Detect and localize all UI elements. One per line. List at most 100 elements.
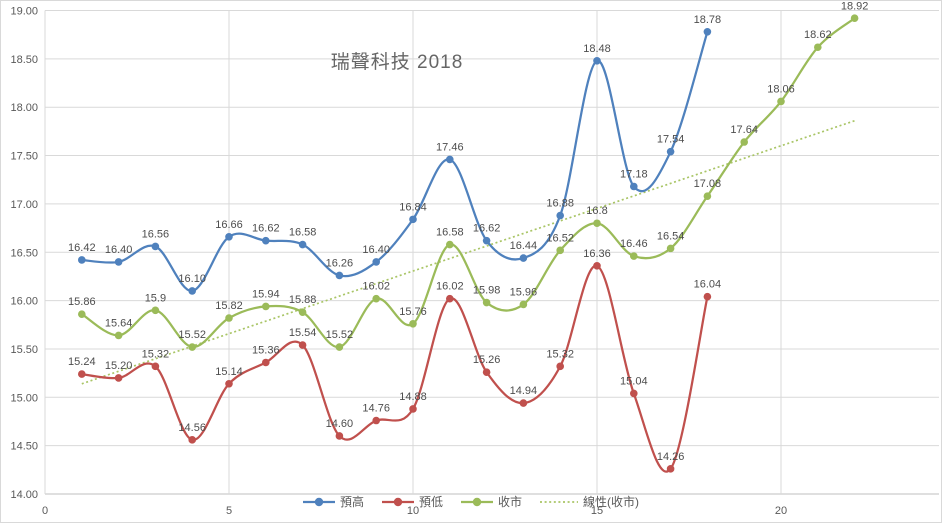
svg-text:17.18: 17.18	[620, 168, 648, 180]
data-point-marker	[593, 219, 601, 228]
svg-text:0: 0	[42, 505, 48, 517]
legend-item-trend: 線性(收市)	[540, 493, 639, 510]
svg-text:15.9: 15.9	[145, 292, 166, 304]
data-point-marker	[703, 192, 712, 200]
data-point-marker	[814, 43, 822, 52]
axis-labels: 19.00 18.50 18.00 17.50 17.00 16.50 16.00 15.50…	[10, 6, 787, 518]
svg-text:16.10: 16.10	[178, 273, 206, 285]
svg-text:16.58: 16.58	[289, 227, 317, 239]
svg-text:16.40: 16.40	[105, 244, 133, 256]
data-point-marker	[298, 240, 307, 249]
data-point-marker	[298, 341, 307, 349]
svg-text:14.94: 14.94	[510, 385, 538, 397]
svg-text:16.62: 16.62	[473, 223, 501, 235]
svg-text:15.82: 15.82	[215, 300, 243, 312]
data-point-marker	[114, 374, 123, 382]
svg-text:14.76: 14.76	[362, 403, 390, 415]
data-point-marker	[151, 306, 160, 315]
data-point-marker	[630, 252, 638, 260]
data-point-marker	[298, 308, 307, 317]
data-point-marker	[409, 405, 417, 413]
svg-text:15.54: 15.54	[289, 327, 317, 339]
data-point-marker	[262, 236, 270, 245]
svg-text:15.94: 15.94	[252, 288, 280, 300]
data-point-marker	[188, 287, 196, 295]
data-point-marker	[446, 294, 454, 303]
svg-text:16.44: 16.44	[510, 240, 538, 252]
gridlines	[44, 10, 939, 495]
line-marker-icon	[302, 496, 335, 508]
svg-text:15.50: 15.50	[10, 344, 38, 356]
svg-text:17.54: 17.54	[657, 134, 685, 146]
data-point-marker	[593, 261, 601, 270]
svg-text:18.06: 18.06	[767, 83, 795, 95]
data-point-marker	[630, 389, 638, 398]
svg-text:15.26: 15.26	[473, 354, 501, 366]
legend-label-high: 預高	[339, 495, 364, 509]
svg-text:16.52: 16.52	[546, 232, 574, 244]
svg-text:20: 20	[775, 505, 787, 517]
svg-text:16.36: 16.36	[583, 248, 611, 260]
svg-text:15.64: 15.64	[105, 317, 133, 329]
svg-text:15.32: 15.32	[142, 348, 170, 360]
svg-text:15.88: 15.88	[289, 294, 317, 306]
svg-text:5: 5	[226, 505, 232, 517]
dotted-line-icon	[540, 496, 579, 508]
data-point-marker	[188, 343, 196, 351]
svg-text:17.00: 17.00	[10, 199, 38, 211]
svg-text:16.88: 16.88	[546, 198, 574, 210]
svg-text:16.58: 16.58	[436, 227, 464, 239]
data-point-marker	[777, 97, 785, 106]
data-point-marker	[151, 362, 160, 371]
data-point-marker	[593, 56, 601, 65]
svg-text:18.62: 18.62	[804, 29, 832, 41]
data-point-marker	[409, 215, 417, 224]
data-point-marker	[372, 258, 381, 266]
svg-text:18.48: 18.48	[583, 43, 611, 55]
svg-text:15.36: 15.36	[252, 344, 280, 356]
legend-label-low: 預低	[418, 495, 443, 509]
svg-text:18.78: 18.78	[694, 14, 722, 26]
data-point-marker	[114, 331, 123, 340]
data-point-marker	[262, 358, 270, 367]
data-point-marker	[262, 302, 270, 311]
data-point-marker	[556, 362, 564, 371]
svg-text:15.04: 15.04	[620, 375, 648, 387]
svg-text:16.50: 16.50	[10, 247, 38, 259]
legend-item-low: 預低	[381, 493, 443, 510]
data-point-marker	[482, 368, 491, 376]
data-point-marker	[225, 232, 233, 241]
svg-text:16.8: 16.8	[586, 205, 607, 217]
svg-text:16.46: 16.46	[620, 238, 648, 250]
svg-text:16.62: 16.62	[252, 223, 280, 235]
data-point-marker	[519, 300, 528, 309]
svg-text:14.00: 14.00	[10, 489, 38, 501]
data-point-marker	[78, 256, 86, 264]
svg-text:16.54: 16.54	[657, 230, 685, 242]
svg-text:15.96: 15.96	[510, 286, 538, 298]
svg-text:14.56: 14.56	[178, 422, 206, 434]
data-point-marker	[666, 147, 675, 156]
series-預低	[78, 261, 712, 473]
series-預高	[78, 27, 712, 295]
svg-text:18.50: 18.50	[10, 54, 38, 66]
svg-text:16.42: 16.42	[68, 242, 96, 254]
data-point-marker	[703, 292, 712, 301]
data-point-marker	[335, 271, 344, 280]
data-point-marker	[335, 343, 344, 351]
data-point-marker	[188, 436, 196, 444]
svg-text:10: 10	[407, 505, 419, 517]
data-point-marker	[78, 310, 86, 318]
svg-text:17.46: 17.46	[436, 141, 464, 153]
data-labels-收市: 15.86 15.64 15.9 15.52 15.82 15.94 15.88 15.52 1…	[68, 1, 868, 341]
legend-label-trend: 線性(收市)	[583, 495, 640, 509]
svg-text:15.14: 15.14	[215, 366, 243, 378]
svg-text:15.00: 15.00	[10, 392, 38, 404]
data-point-marker	[850, 14, 859, 23]
data-point-marker	[556, 211, 564, 220]
data-point-marker	[556, 246, 564, 255]
data-point-marker	[703, 27, 712, 36]
svg-text:15.20: 15.20	[105, 360, 133, 372]
